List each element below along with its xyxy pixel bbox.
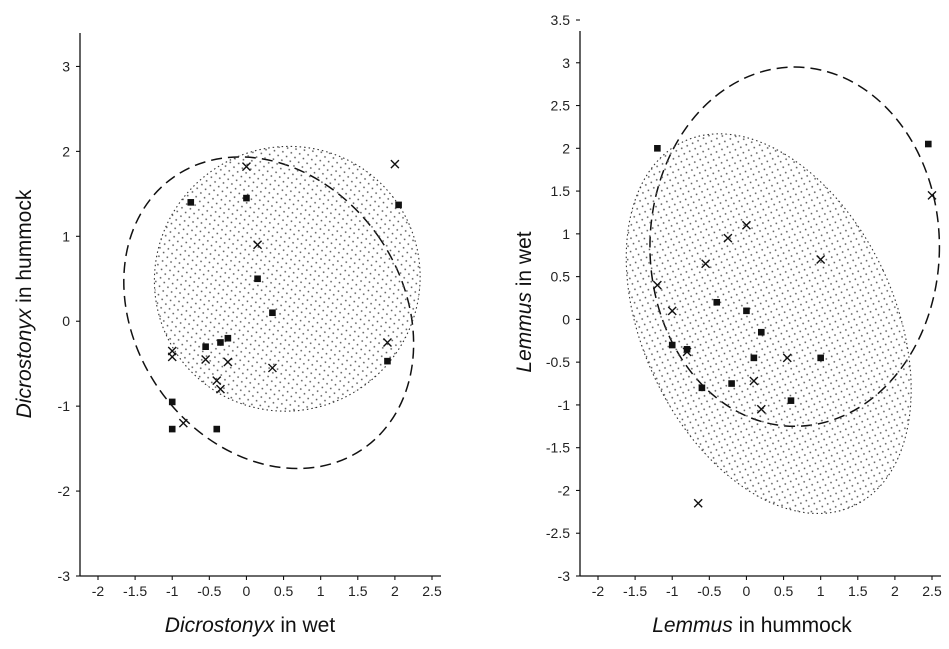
square-point xyxy=(787,397,795,404)
square-point xyxy=(254,275,261,283)
square-point xyxy=(168,398,176,406)
y-tick-label: -0.5 xyxy=(546,354,570,370)
square-point xyxy=(202,343,209,351)
square-point xyxy=(728,380,735,387)
cross-point xyxy=(178,418,188,428)
y-tick-label: 1 xyxy=(62,228,70,244)
cross-point xyxy=(212,376,222,386)
square-point xyxy=(683,346,691,353)
square-point xyxy=(384,357,391,365)
x-tick-label: 2 xyxy=(391,583,399,599)
y-tick-label: -1 xyxy=(558,397,571,413)
lemmus-scatter-chart: -2 -1.5 -1 -0.5 0 0.5 1 1.5 2 2.5 -3 -2.5 -2 -1.5 -1 -0… xyxy=(513,12,942,637)
x-tick-label: 0.5 xyxy=(774,583,794,599)
square-point xyxy=(168,425,176,433)
x-axis-title: Dicrostonyx in wet xyxy=(165,614,336,637)
x-tick-label: 2.5 xyxy=(922,583,942,599)
cross-point xyxy=(741,220,751,230)
cross-point xyxy=(223,357,233,367)
square-point xyxy=(743,307,750,315)
cross-point xyxy=(701,259,711,269)
square-point xyxy=(217,339,224,346)
y-tick-label: -3 xyxy=(58,568,71,584)
square-point xyxy=(817,354,824,362)
x-tick-label: -1 xyxy=(166,583,179,599)
x-tick-label: 0.5 xyxy=(274,583,294,599)
y-tick-label: 0.5 xyxy=(551,269,571,285)
dicrostonyx-scatter-chart: -2 -1.5 -1 -0.5 0 0.5 1 1.5 2 2.5 -3 -2 -1 0 1 2 3 Dicro… xyxy=(13,33,442,637)
y-axis-title: Lemmus in wet xyxy=(513,231,536,372)
y-tick-label: 3 xyxy=(562,55,570,71)
y-tick-label: 3.5 xyxy=(551,12,571,28)
y-axis-title: Dicrostonyx in hummock xyxy=(13,189,36,418)
square-point xyxy=(713,298,721,306)
cross-point xyxy=(667,306,677,316)
cross-point xyxy=(723,233,733,243)
y-tick-label: -1 xyxy=(58,398,71,414)
square-point xyxy=(224,334,232,342)
cross-point xyxy=(816,255,826,265)
cross-point xyxy=(215,384,225,394)
cross-point xyxy=(167,352,177,362)
y-tick-label: -1.5 xyxy=(546,440,570,456)
x-tick-label: -0.5 xyxy=(197,583,221,599)
shaded-ellipse xyxy=(625,133,912,515)
cross-point xyxy=(682,347,692,357)
x-tick-label: -1.5 xyxy=(623,583,647,599)
square-point xyxy=(187,199,195,206)
y-tick-label: 2 xyxy=(62,143,70,159)
x-tick-label: -1 xyxy=(666,583,679,599)
cross-point xyxy=(253,240,263,250)
y-tick-label: -2 xyxy=(558,482,571,498)
cross-point xyxy=(382,337,392,347)
x-tick-label: 1 xyxy=(817,583,825,599)
x-tick-label: 0 xyxy=(743,583,751,599)
square-point xyxy=(395,201,402,209)
y-tick-label: 0 xyxy=(562,311,570,327)
cross-point xyxy=(201,354,211,364)
shaded-ellipse xyxy=(153,145,421,412)
y-tick-label: 0 xyxy=(62,313,70,329)
x-tick-label: 1.5 xyxy=(348,583,368,599)
square-point xyxy=(924,140,932,148)
square-point xyxy=(668,341,676,349)
y-tick-label: 2 xyxy=(562,140,570,156)
square-point xyxy=(654,145,661,152)
x-tick-label: 2.5 xyxy=(422,583,442,599)
x-tick-label: 1.5 xyxy=(848,583,868,599)
square-point xyxy=(698,384,706,392)
x-tick-label: -2 xyxy=(92,583,105,599)
cross-point xyxy=(390,159,400,169)
y-tick-label: 3 xyxy=(62,58,70,74)
square-point xyxy=(243,194,250,202)
cross-point xyxy=(927,190,937,200)
square-point xyxy=(213,425,221,433)
cross-point xyxy=(756,404,766,414)
square-point xyxy=(269,309,276,317)
x-tick-label: 2 xyxy=(891,583,899,599)
y-tick-label: 2.5 xyxy=(551,98,571,114)
cross-point xyxy=(241,162,251,172)
cross-point xyxy=(749,376,759,386)
x-tick-label: 1 xyxy=(317,583,325,599)
y-tick-label: -2.5 xyxy=(546,525,570,541)
cross-point xyxy=(267,363,277,373)
y-tick-label: 1.5 xyxy=(551,183,571,199)
cross-point xyxy=(782,353,792,363)
square-point xyxy=(757,328,765,336)
x-tick-label: -0.5 xyxy=(697,583,721,599)
x-axis-title: Lemmus in hummock xyxy=(652,614,852,637)
square-point xyxy=(750,354,758,362)
x-tick-label: 0 xyxy=(243,583,251,599)
y-tick-label: 1 xyxy=(562,226,570,242)
y-tick-label: -2 xyxy=(58,483,71,499)
cross-point xyxy=(693,498,703,508)
x-tick-label: -2 xyxy=(592,583,605,599)
y-tick-label: -3 xyxy=(558,568,571,584)
cross-point xyxy=(652,280,662,290)
x-tick-label: -1.5 xyxy=(123,583,147,599)
